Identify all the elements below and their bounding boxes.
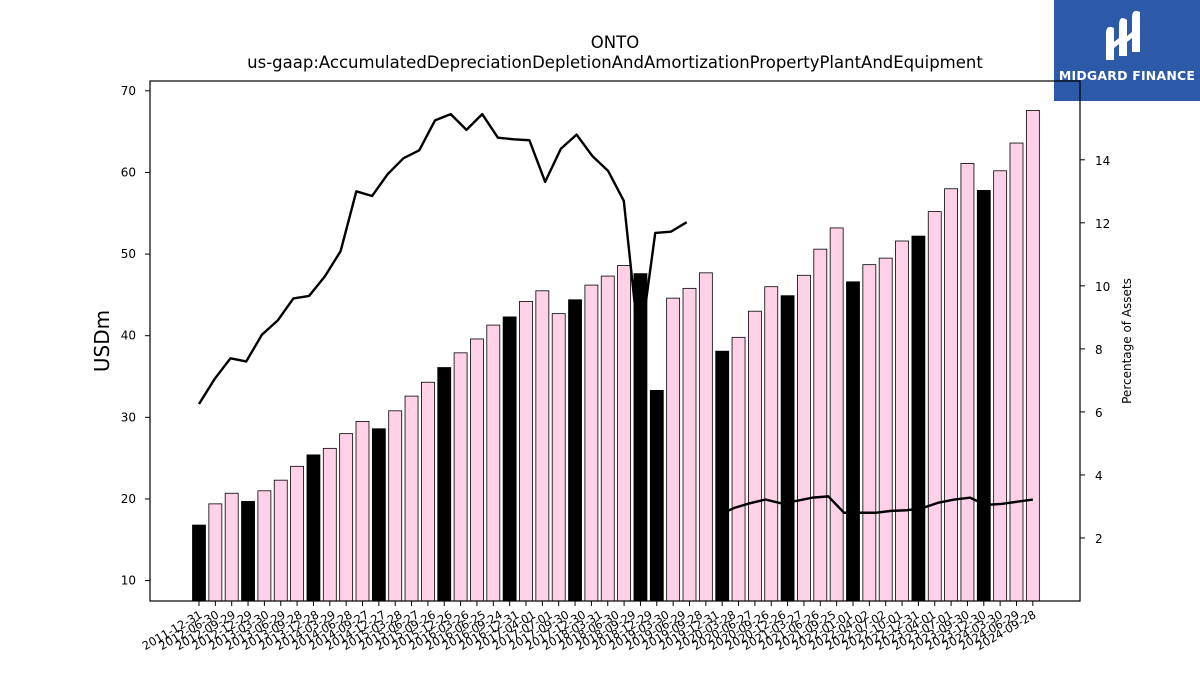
midgard-logo: MIDGARD FINANCE bbox=[1054, 0, 1200, 101]
percentage-line-series bbox=[197, 112, 1034, 517]
percentage-line-segment bbox=[197, 112, 688, 405]
midgard-logo-icon bbox=[1106, 10, 1140, 60]
y2-tick-label: 12 bbox=[1095, 217, 1110, 231]
y-axis-right: 2 4 6 8 10 12 14 bbox=[1080, 154, 1110, 546]
bar-2024-03-30 bbox=[993, 170, 1008, 602]
bar-2021-09-25 bbox=[829, 227, 844, 602]
bar-2015-03-28 bbox=[404, 395, 419, 602]
bar-2013-09-28 bbox=[306, 454, 321, 602]
y-tick-label: 60 bbox=[121, 165, 136, 179]
bar-2016-12-31 bbox=[519, 301, 533, 602]
bar-2022-01-01 bbox=[846, 281, 860, 602]
bar-2011-12-31 bbox=[192, 524, 206, 602]
bar-2015-09-26 bbox=[437, 367, 452, 602]
bar-2016-03-26 bbox=[470, 338, 484, 602]
bar-2023-04-01 bbox=[927, 211, 942, 602]
y-tick-label: 50 bbox=[121, 247, 136, 261]
plot-frame bbox=[149, 80, 1081, 602]
y-tick-label: 70 bbox=[121, 84, 136, 98]
y2-tick-label: 6 bbox=[1095, 406, 1103, 420]
bar-2015-12-26 bbox=[453, 352, 468, 602]
bar-2019-09-28 bbox=[698, 272, 713, 602]
bar-2022-12-31 bbox=[911, 235, 926, 602]
bar-2016-09-24 bbox=[502, 316, 517, 602]
y-axis-label: USDm bbox=[90, 310, 114, 372]
bar-2014-09-27 bbox=[371, 428, 386, 602]
bar-2013-03-30 bbox=[273, 479, 288, 602]
bar-2018-12-29 bbox=[649, 389, 664, 602]
bar-2014-03-29 bbox=[339, 433, 354, 602]
bar-2019-03-30 bbox=[666, 297, 681, 602]
bar-2020-12-26 bbox=[780, 295, 795, 602]
bar-2017-07-01 bbox=[551, 313, 566, 602]
bar-2017-04-01 bbox=[535, 290, 550, 602]
bar-2022-04-02 bbox=[862, 264, 877, 602]
bar-2020-06-27 bbox=[748, 310, 762, 602]
bar-2013-06-29 bbox=[290, 465, 305, 602]
bar-2020-03-28 bbox=[731, 336, 746, 602]
y2-axis-label: Percentage of Assets bbox=[1120, 278, 1134, 404]
chart-title: ONTO bbox=[591, 33, 639, 52]
bar-2018-06-30 bbox=[617, 265, 631, 602]
bar-2024-06-29 bbox=[1009, 142, 1024, 602]
bar-2017-12-30 bbox=[584, 284, 599, 602]
bar-2023-09-30 bbox=[960, 163, 975, 602]
y2-tick-label: 8 bbox=[1095, 343, 1103, 357]
bar-2017-09-30 bbox=[568, 299, 582, 602]
bar-2015-06-27 bbox=[420, 381, 435, 602]
bar-2023-07-01 bbox=[944, 188, 958, 602]
y-tick-label: 40 bbox=[121, 329, 136, 343]
percentage-line-segment bbox=[717, 495, 1034, 517]
y2-tick-label: 4 bbox=[1095, 469, 1103, 483]
y-tick-label: 30 bbox=[121, 410, 136, 424]
bar-2014-12-27 bbox=[388, 410, 403, 602]
bar-2020-09-26 bbox=[764, 286, 779, 602]
y-tick-label: 10 bbox=[121, 574, 136, 588]
bar-2024-09-28 bbox=[1025, 109, 1040, 602]
bar-2018-03-31 bbox=[600, 275, 615, 602]
bar-2022-07-02 bbox=[878, 257, 893, 602]
y2-tick-label: 2 bbox=[1095, 532, 1103, 546]
bar-2013-12-28 bbox=[322, 447, 337, 602]
y-tick-label: 20 bbox=[121, 492, 136, 506]
bar-2021-06-26 bbox=[813, 248, 828, 602]
bar-2012-12-29 bbox=[257, 490, 272, 602]
y-axis-left: 10 20 30 40 50 60 70 bbox=[121, 84, 150, 588]
bar-2014-06-28 bbox=[355, 421, 370, 602]
bar-2021-03-27 bbox=[797, 274, 811, 602]
y2-tick-label: 14 bbox=[1095, 154, 1110, 168]
midgard-logo-text: MIDGARD FINANCE bbox=[1058, 68, 1196, 83]
bar-2012-09-29 bbox=[241, 501, 255, 602]
bar-2023-12-30 bbox=[976, 189, 991, 602]
bar-2016-06-25 bbox=[486, 324, 501, 602]
bar-2012-06-30 bbox=[224, 492, 239, 602]
bar-2019-12-31 bbox=[715, 350, 730, 602]
bar-2019-06-29 bbox=[682, 287, 697, 602]
bar-2022-10-01 bbox=[895, 240, 909, 602]
x-axis: 2011-12-312012-06-302012-09-292012-12-29… bbox=[140, 601, 1038, 653]
chart-subtitle: us-gaap:AccumulatedDepreciationDepletion… bbox=[247, 53, 983, 72]
y2-tick-label: 10 bbox=[1095, 280, 1110, 294]
bar-2012-03-31 bbox=[208, 503, 223, 602]
